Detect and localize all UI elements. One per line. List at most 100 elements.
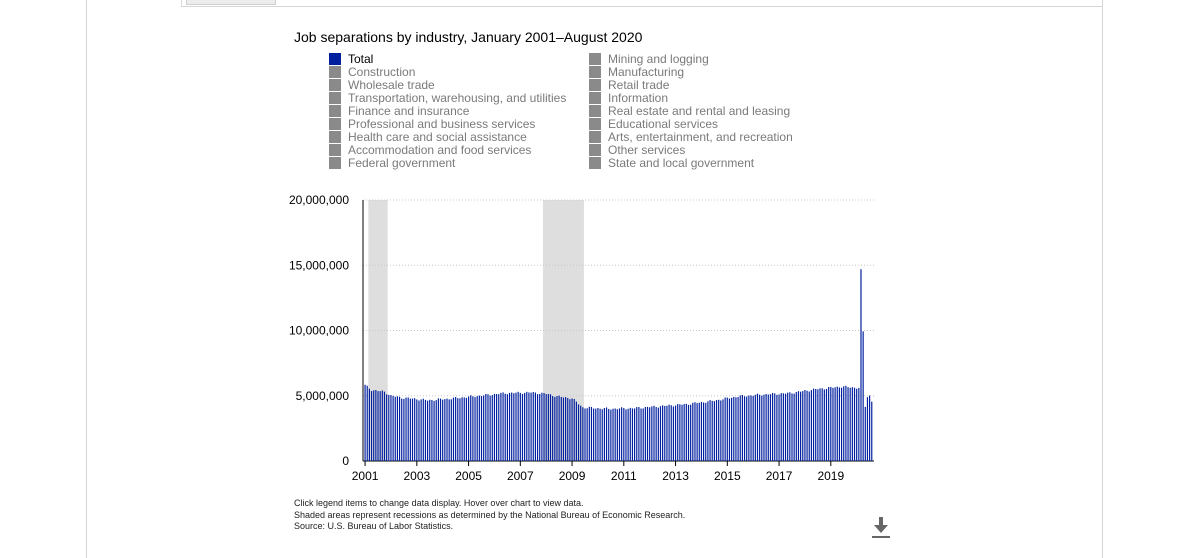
legend-item-educational-services[interactable]: Educational services [589, 116, 859, 131]
legend-item-mining-and-logging[interactable]: Mining and logging [589, 52, 859, 66]
bar-94 [565, 397, 567, 461]
legend-item-total[interactable]: Total [329, 52, 599, 66]
bar-35 [437, 398, 439, 461]
bar-65 [502, 392, 504, 461]
bar-156 [698, 402, 700, 461]
bar-97 [571, 398, 573, 461]
bar-129 [640, 408, 642, 461]
bar-198 [789, 392, 791, 461]
top-tab[interactable] [186, 0, 276, 5]
bar-180 [750, 395, 752, 461]
bar-226 [849, 387, 851, 461]
bar-233 [864, 406, 866, 461]
bar-10 [383, 391, 386, 461]
bar-66 [504, 393, 506, 461]
bar-200 [793, 393, 795, 461]
legend-item-other-services[interactable]: Other services [589, 142, 859, 157]
x-tick-label: 2013 [662, 469, 689, 483]
x-tick-label: 2015 [714, 469, 741, 483]
bar-174 [737, 397, 739, 461]
legend-item-information[interactable]: Information [589, 91, 859, 105]
bar-116 [612, 408, 614, 461]
bar-216 [828, 387, 830, 461]
bar-183 [756, 393, 759, 461]
bar-37 [442, 399, 444, 461]
bar-57 [485, 393, 487, 461]
legend-swatch [329, 52, 341, 65]
legend-item-construction[interactable]: Construction [329, 65, 599, 79]
bar-163 [713, 401, 715, 461]
legend-item-health-care-and-social-assistance[interactable]: Health care and social assistance [329, 130, 599, 144]
legend-label: Other services [608, 142, 686, 157]
bar-176 [741, 394, 743, 461]
legend-item-wholesale-trade[interactable]: Wholesale trade [329, 78, 599, 92]
bar-144 [672, 406, 674, 461]
legend-swatch [329, 143, 341, 156]
bar-170 [728, 398, 731, 461]
legend-label: Educational services [608, 116, 719, 131]
legend-item-arts-entertainment-and-recreation[interactable]: Arts, entertainment, and recreation [589, 130, 859, 144]
y-tick-label: 15,000,000 [289, 258, 349, 272]
bar-41 [450, 399, 452, 461]
legend-item-state-and-local-government[interactable]: State and local government [589, 156, 859, 170]
bar-169 [726, 397, 728, 461]
bar-39 [446, 398, 448, 461]
bar-118 [616, 409, 618, 461]
bar-51 [472, 396, 474, 461]
bar-25 [416, 399, 418, 461]
bar-131 [644, 407, 646, 461]
bar-69 [511, 392, 513, 461]
bar-107 [593, 408, 595, 461]
bar-210 [815, 388, 817, 461]
bar-3 [368, 388, 370, 461]
legend-item-professional-and-business-services[interactable]: Professional and business services [329, 117, 599, 131]
legend-swatch [329, 117, 341, 130]
bar-84 [543, 392, 545, 461]
bar-128 [638, 407, 640, 461]
legend-label: Accommodation and food services [348, 142, 532, 157]
legend-item-transportation-warehousing-and-utilities[interactable]: Transportation, warehousing, and utiliti… [329, 90, 599, 105]
bar-208 [810, 390, 812, 461]
bar-152 [690, 404, 692, 461]
bar-150 [685, 403, 687, 461]
bar-53 [476, 396, 478, 461]
bar-63 [498, 394, 500, 461]
legend-item-federal-government[interactable]: Federal government [329, 156, 599, 170]
bar-17 [398, 396, 401, 461]
bar-119 [618, 408, 621, 461]
bar-154 [694, 402, 696, 461]
bar-15 [394, 396, 396, 461]
bar-197 [787, 392, 789, 461]
bar-189 [769, 394, 772, 461]
bar-44 [457, 398, 459, 461]
bar-160 [707, 401, 709, 461]
chart-title: Job separations by industry, January 200… [294, 29, 643, 45]
legend-item-retail-trade[interactable]: Retail trade [589, 78, 859, 92]
bar-54 [478, 395, 480, 461]
legend-item-real-estate-and-rental-and-leasing[interactable]: Real estate and rental and leasing [589, 104, 859, 118]
bar-217 [830, 386, 832, 461]
legend-swatch [329, 130, 341, 143]
download-icon[interactable] [869, 515, 893, 539]
bar-43 [455, 397, 457, 461]
legend-item-finance-and-insurance[interactable]: Finance and insurance [329, 104, 599, 118]
bar-106 [590, 407, 593, 461]
legend-label: Transportation, warehousing, and utiliti… [348, 90, 567, 105]
bar-48 [465, 397, 468, 461]
legend-item-accommodation-and-food-services[interactable]: Accommodation and food services [329, 142, 599, 157]
bar-81 [536, 394, 539, 461]
bar-148 [681, 404, 683, 461]
chart-plot[interactable]: 0 5,000,000 10,000,000 15,000,000 20,000,000… [0, 0, 1192, 540]
bar-181 [752, 395, 754, 461]
legend-item-manufacturing[interactable]: Manufacturing [589, 65, 859, 79]
bar-235 [869, 395, 871, 461]
bar-124 [629, 407, 631, 461]
bar-234 [866, 397, 869, 461]
bar-215 [825, 388, 828, 461]
bar-5 [373, 390, 375, 461]
x-tick-label: 2001 [352, 469, 379, 483]
bar-67 [506, 394, 508, 461]
bar-230 [858, 387, 860, 461]
bar-135 [653, 405, 655, 461]
bar-76 [526, 391, 528, 461]
